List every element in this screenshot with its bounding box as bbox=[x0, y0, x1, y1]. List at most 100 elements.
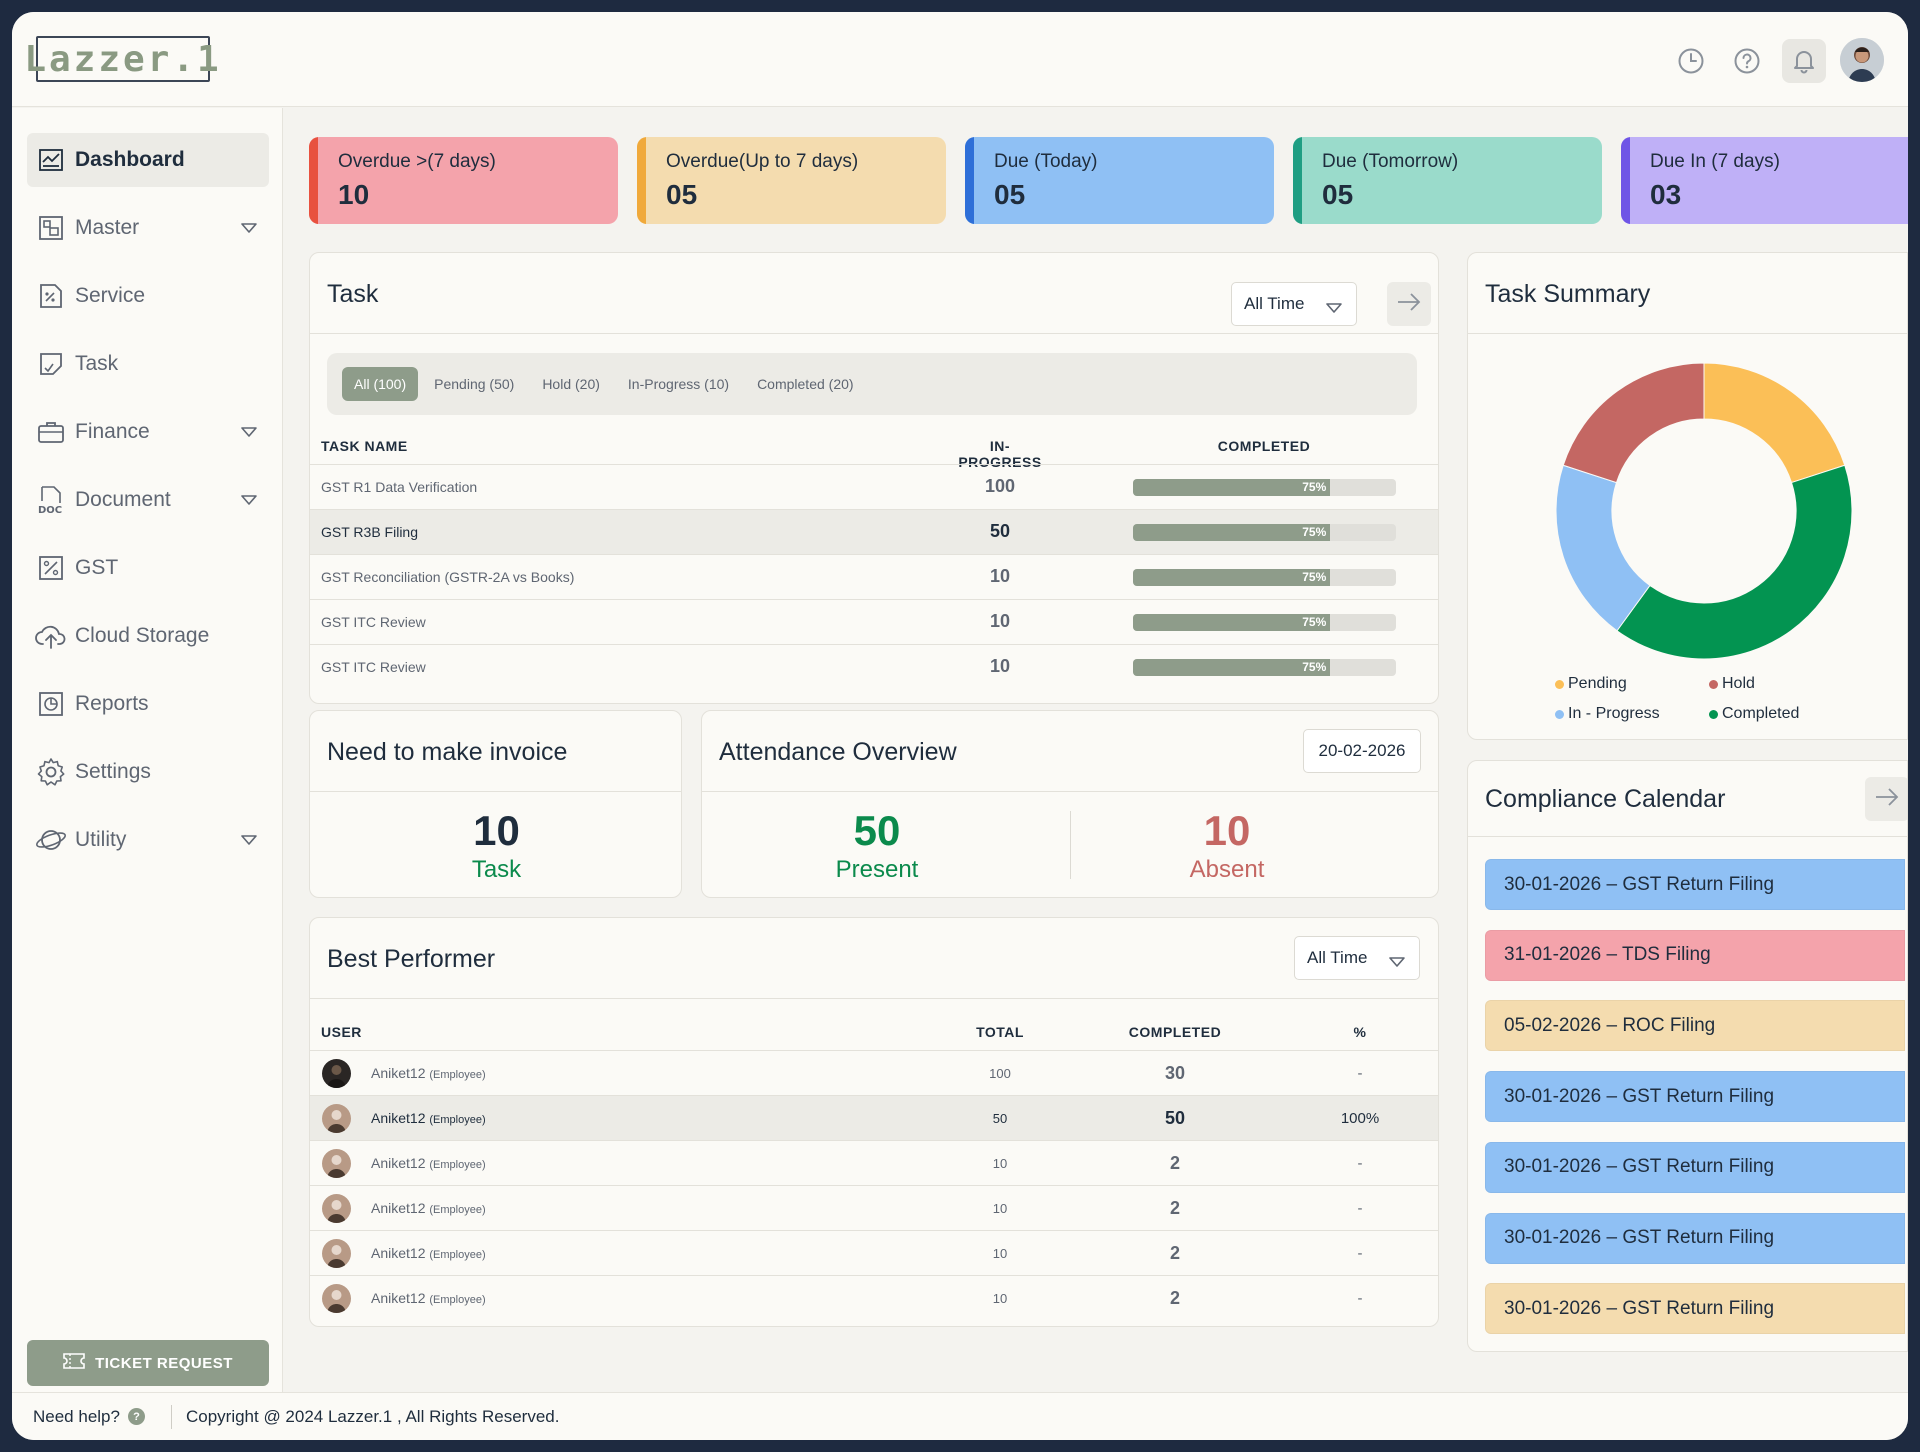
attendance-card: Attendance Overview 20-02-2026 50 Presen… bbox=[701, 710, 1439, 898]
donut-slice-completed[interactable] bbox=[1616, 464, 1853, 660]
performer-username: Aniket12 bbox=[371, 1245, 426, 1261]
performer-completed: 30 bbox=[1164, 1063, 1186, 1083]
app-window: Lazzer.1 Dashboard Master bbox=[12, 12, 1908, 1440]
attendance-card-title: Attendance Overview bbox=[719, 738, 957, 766]
performer-username: Aniket12 bbox=[371, 1110, 426, 1126]
divider bbox=[310, 333, 1438, 334]
compliance-item[interactable]: 30-01-2026 – GST Return Filing bbox=[1485, 1212, 1905, 1264]
arrow-right-icon bbox=[1875, 787, 1899, 811]
table-row[interactable]: Aniket12 (Employee) 10 2 - bbox=[310, 1275, 1438, 1320]
bell-icon[interactable] bbox=[1782, 39, 1826, 83]
table-row[interactable]: GST ITC Review 10 75% bbox=[310, 644, 1438, 689]
cloud-upload-icon bbox=[27, 622, 75, 650]
divider bbox=[170, 1404, 172, 1429]
stat-value: 03 bbox=[1650, 179, 1682, 210]
sidebar-item-service[interactable]: Service bbox=[27, 269, 269, 323]
performer-completed: 50 bbox=[1164, 1108, 1186, 1128]
divider bbox=[1070, 811, 1071, 879]
stat-label: Due (Tomorrow) bbox=[1322, 151, 1459, 172]
task-card: Task All Time All (100) Pending (50) Hol… bbox=[309, 252, 1439, 704]
divider bbox=[310, 791, 681, 792]
task-completed-progress-bar: 75% bbox=[1133, 524, 1396, 541]
progress-fill: 75% bbox=[1133, 569, 1331, 586]
table-row[interactable]: GST R3B Filing 50 75% bbox=[310, 509, 1438, 554]
compliance-item[interactable]: 05-02-2026 – ROC Filing bbox=[1485, 1000, 1905, 1052]
progress-fill: 75% bbox=[1133, 524, 1331, 541]
donut-slice-hold[interactable] bbox=[1562, 362, 1705, 484]
stat-due-7-days[interactable]: Due In (7 days) 03 bbox=[1621, 137, 1908, 224]
attendance-present-label: Present bbox=[835, 856, 919, 883]
clock-icon[interactable] bbox=[1676, 46, 1706, 76]
table-row[interactable]: GST R1 Data Verification 100 75% bbox=[310, 464, 1438, 509]
attendance-absent-count: 10 bbox=[1203, 807, 1251, 854]
compliance-item[interactable]: 30-01-2026 – GST Return Filing bbox=[1485, 1283, 1905, 1335]
sidebar-item-settings[interactable]: Settings bbox=[27, 745, 269, 799]
sidebar-item-reports[interactable]: Reports bbox=[27, 677, 269, 731]
compliance-item[interactable]: 30-01-2026 – GST Return Filing bbox=[1485, 859, 1905, 910]
performer-completed: 2 bbox=[1169, 1243, 1180, 1263]
help-icon[interactable] bbox=[1732, 46, 1762, 76]
sidebar-item-gst[interactable]: GST bbox=[27, 541, 269, 595]
stat-label: Overdue >(7 days) bbox=[338, 151, 496, 172]
compliance-view-all-button[interactable] bbox=[1865, 777, 1907, 821]
stat-due-today[interactable]: Due (Today) 05 bbox=[965, 137, 1274, 224]
performer-completed: 2 bbox=[1169, 1198, 1180, 1218]
task-completed-progress-bar: 75% bbox=[1133, 569, 1396, 586]
chevron-down-icon bbox=[1389, 952, 1405, 972]
task-name: GST ITC Review bbox=[321, 614, 426, 630]
attendance-date-picker[interactable]: 20-02-2026 bbox=[1303, 729, 1421, 773]
compliance-item[interactable]: 31-01-2026 – TDS Filing bbox=[1485, 929, 1905, 981]
task-completed-progress-bar: 75% bbox=[1133, 479, 1396, 496]
performer-total: 10 bbox=[992, 1291, 1008, 1306]
help-link[interactable]: Need help? ? bbox=[12, 1407, 145, 1427]
stat-overdue-up-to-7[interactable]: Overdue(Up to 7 days) 05 bbox=[637, 137, 946, 224]
table-row[interactable]: Aniket12 (Employee) 50 50 100% bbox=[310, 1095, 1438, 1140]
stat-overdue-7-plus[interactable]: Overdue >(7 days) 10 bbox=[309, 137, 618, 224]
compliance-item[interactable]: 30-01-2026 – GST Return Filing bbox=[1485, 1141, 1905, 1193]
task-time-filter-value: All Time bbox=[1244, 294, 1305, 313]
table-row[interactable]: Aniket12 (Employee) 10 2 - bbox=[310, 1185, 1438, 1230]
task-time-filter[interactable]: All Time bbox=[1231, 282, 1357, 326]
dashboard-icon bbox=[27, 147, 75, 173]
performer-percent: - bbox=[1357, 1200, 1363, 1217]
top-header: Lazzer.1 bbox=[12, 12, 1908, 107]
task-in-progress-count: 10 bbox=[989, 611, 1011, 631]
tab-hold[interactable]: Hold (20) bbox=[542, 376, 600, 392]
table-row[interactable]: Aniket12 (Employee) 10 2 - bbox=[310, 1230, 1438, 1275]
performer-user: Aniket12 (Employee) bbox=[371, 1245, 486, 1261]
tab-completed[interactable]: Completed (20) bbox=[757, 376, 854, 392]
tab-all[interactable]: All (100) bbox=[342, 367, 419, 401]
table-row[interactable]: GST ITC Review 10 75% bbox=[310, 599, 1438, 644]
chevron-down-icon bbox=[229, 495, 269, 505]
master-icon bbox=[27, 215, 75, 241]
tab-pending[interactable]: Pending (50) bbox=[434, 376, 515, 392]
sidebar-item-task[interactable]: Task bbox=[27, 337, 269, 391]
compliance-calendar-card: Compliance Calendar 30-01-2026 – GST Ret… bbox=[1467, 760, 1908, 1352]
sidebar-item-cloud-storage[interactable]: Cloud Storage bbox=[27, 609, 269, 663]
stat-accent-bar bbox=[965, 137, 974, 224]
donut-slice-pending[interactable] bbox=[1703, 362, 1846, 484]
stat-due-tomorrow[interactable]: Due (Tomorrow) 05 bbox=[1293, 137, 1602, 224]
performer-time-filter[interactable]: All Time bbox=[1294, 936, 1420, 980]
performer-time-filter-value: All Time bbox=[1307, 948, 1368, 967]
avatar bbox=[322, 1239, 351, 1268]
sidebar-item-dashboard[interactable]: Dashboard bbox=[27, 133, 269, 187]
compliance-item[interactable]: 30-01-2026 – GST Return Filing bbox=[1485, 1071, 1905, 1123]
sidebar-item-label: Dashboard bbox=[75, 148, 185, 171]
table-row[interactable]: Aniket12 (Employee) 100 30 - bbox=[310, 1050, 1438, 1095]
table-row[interactable]: Aniket12 (Employee) 10 2 - bbox=[310, 1140, 1438, 1185]
tab-in-progress[interactable]: In-Progress (10) bbox=[627, 376, 730, 392]
user-avatar[interactable] bbox=[1840, 38, 1884, 82]
gear-icon bbox=[27, 757, 75, 787]
sidebar-item-finance[interactable]: Finance bbox=[27, 405, 269, 459]
sidebar-item-document[interactable]: DOC Document bbox=[27, 473, 269, 527]
sidebar-item-master[interactable]: Master bbox=[27, 201, 269, 255]
sidebar-item-utility[interactable]: Utility bbox=[27, 813, 269, 867]
performer-user: Aniket12 (Employee) bbox=[371, 1065, 486, 1081]
table-row[interactable]: GST Reconciliation (GSTR-2A vs Books) 10 7… bbox=[310, 554, 1438, 599]
sidebar: Dashboard Master Service Task Finance bbox=[12, 108, 283, 1392]
task-view-all-button[interactable] bbox=[1387, 282, 1431, 326]
column-header-completed: COMPLETED bbox=[1128, 1024, 1222, 1040]
ticket-request-button[interactable]: TICKET REQUEST bbox=[27, 1340, 269, 1386]
app-logo[interactable]: Lazzer.1 bbox=[24, 36, 219, 82]
